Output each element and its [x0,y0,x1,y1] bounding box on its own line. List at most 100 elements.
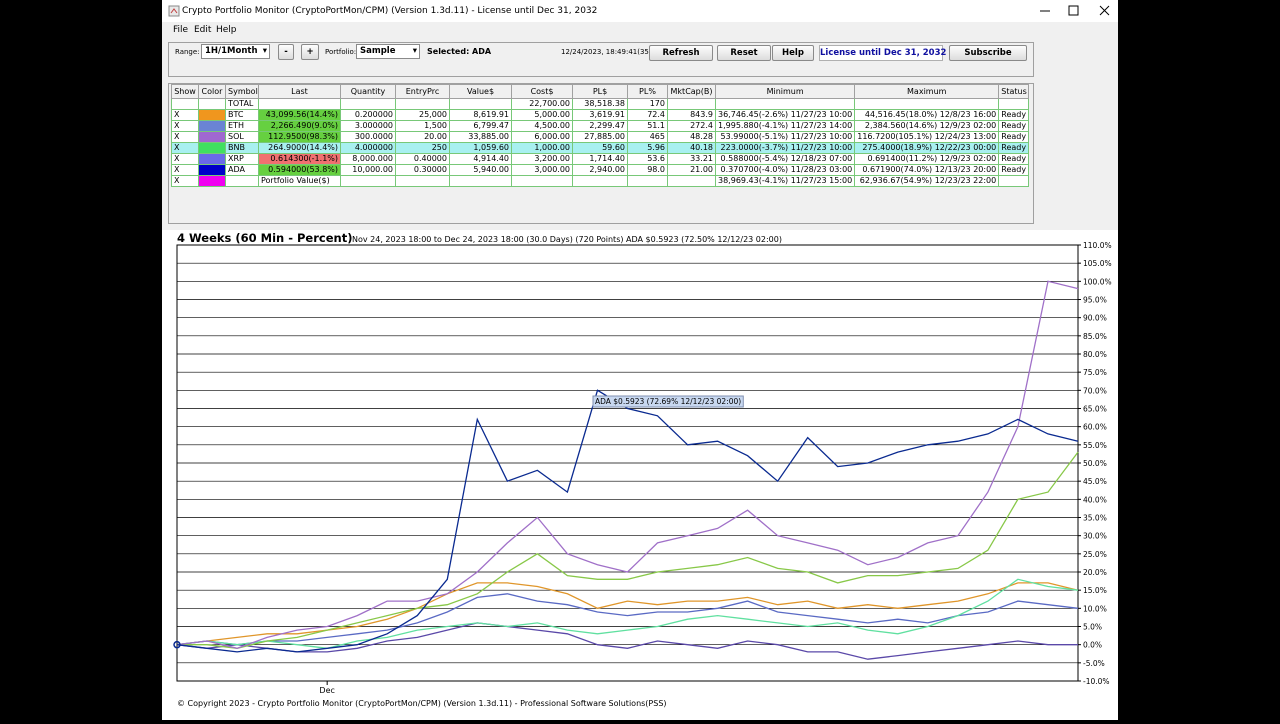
y-tick-label: 65.0% [1083,405,1107,414]
help-button[interactable]: Help [772,45,814,61]
table-cell [340,98,396,110]
y-tick-label: 5.0% [1083,623,1102,632]
table-cell: 275.4000(18.9%) 12/22/23 00:00 [854,142,1000,154]
y-tick-label: 40.0% [1083,495,1107,504]
series-line [176,593,1079,646]
table-cell: 3,000.00 [511,164,573,176]
table-row: X BTC 43,099.56(14.4%) 0.200000 25,000 8,619.… [171,109,1030,121]
annotation: ADA $0.5923 (72.69% 12/12/23 02:00) [595,397,741,406]
table-cell: 38,969.43(-4.1%) 11/27/23 15:00 [714,175,856,187]
y-tick-label: 35.0% [1083,514,1107,523]
portfolio-select[interactable]: Sample ▾ [356,44,420,59]
table-cell: 1,714.40 [572,153,628,165]
series-line [176,280,1079,649]
y-tick-label: 30.0% [1083,532,1107,541]
table-cell [340,175,396,187]
chart: 4 Weeks (60 Min - Percent) Nov 24, 2023 … [173,231,1112,708]
menu-item[interactable]: File [173,25,189,35]
table-cell: XRP [225,153,259,165]
table-cell [225,175,259,187]
x-tick-label: Dec [319,686,334,695]
table-cell: X [171,175,199,187]
footer: © Copyright 2023 - Crypto Portfolio Moni… [177,699,667,708]
table-cell: 112.9500(98.3%) [258,131,341,143]
table-cell: X [171,142,199,154]
y-tick-label: 0.0% [1083,641,1102,650]
table-cell: 170 [627,98,668,110]
table-cell [258,98,341,110]
app-icon [168,5,180,17]
table-cell: X [171,164,199,176]
table-cell: Portfolio Value($) [258,175,341,187]
table-cell: 0.30000 [395,164,450,176]
reset-button[interactable]: Reset [717,45,771,61]
y-tick-label: 105.0% [1083,259,1112,268]
table-cell: 48.28 [667,131,716,143]
table-cell: 72.4 [627,109,668,121]
table-cell [714,98,856,110]
series-line [176,389,1079,653]
table-row: X Portfolio Value($) 38,969.43(-4.1%) 11/2… [171,175,1030,187]
table-cell: 53.6 [627,153,668,165]
table-cell [667,98,716,110]
portfolio-value: Sample [360,46,396,56]
column-header: Last [258,84,341,99]
column-header: Status [998,84,1030,99]
table-cell: SOL [225,131,259,143]
table-cell: 4,914.40 [449,153,512,165]
column-header: Show [171,84,199,99]
y-tick-label: 75.0% [1083,368,1107,377]
table-cell: Ready [998,109,1030,121]
minus-button[interactable]: - [278,44,294,60]
table-cell: 4.000000 [340,142,396,154]
table-cell: 465 [627,131,668,143]
table-cell: Ready [998,120,1030,132]
window-controls[interactable] [1022,0,1118,22]
table-cell [998,98,1030,110]
chart-title: 4 Weeks (60 Min - Percent) [177,231,352,245]
column-header: MktCap(B) [667,84,716,99]
table-cell: 264.9000(14.4%) [258,142,341,154]
y-tick-label: 85.0% [1083,332,1107,341]
table-cell [998,175,1030,187]
table-row: X ADA 0.594000(53.8%) 10,000.00 0.30000 5,940… [171,164,1030,176]
table-cell: X [171,109,199,121]
y-tick-label: 60.0% [1083,423,1107,432]
y-tick-label: 45.0% [1083,477,1107,486]
column-header: PL% [627,84,668,99]
refresh-button[interactable]: Refresh [649,45,713,61]
table-cell [854,98,1000,110]
table-cell: 59.60 [572,142,628,154]
series-line [176,622,1078,660]
y-tick-label: 10.0% [1083,604,1107,613]
table-cell: 5,940.00 [449,164,512,176]
y-tick-label: -5.0% [1083,659,1105,668]
table-cell: 4,500.00 [511,120,573,132]
table-row: X ETH 2,266.490(9.0%) 3.000000 1,500 6,799.47… [171,120,1030,132]
table-cell: Ready [998,142,1030,154]
subscribe-button[interactable]: Subscribe [949,45,1027,61]
chart-subtitle: Nov 24, 2023 18:00 to Dec 24, 2023 18:00… [352,235,782,244]
table-cell [171,98,199,110]
table-cell: 36,746.45(-2.6%) 11/27/23 10:00 [714,109,856,121]
chart-area: 4 Weeks (60 Min - Percent) Nov 24, 2023 … [162,230,1118,720]
table-cell: 51.1 [627,120,668,132]
range-select[interactable]: 1H/1Month ▾ [201,44,270,59]
table-cell [627,175,668,187]
column-header: Symbol [225,84,259,99]
table-cell [395,98,450,110]
table-cell [198,120,226,132]
table-cell: 33.21 [667,153,716,165]
table-cell: 0.588000(-5.4%) 12/18/23 07:00 [714,153,856,165]
table-cell: 5,000.00 [511,109,573,121]
table-cell: 25,000 [395,109,450,121]
menu-item[interactable]: Edit [194,25,212,35]
table-cell: ADA [225,164,259,176]
menu-item[interactable]: Help [216,25,237,35]
table-cell: 53.99000(-5.1%) 11/27/23 10:00 [714,131,856,143]
table-cell: BNB [225,142,259,154]
table-cell: ETH [225,120,259,132]
plus-button[interactable]: + [301,44,319,60]
table-cell: Ready [998,153,1030,165]
table-cell [667,175,716,187]
